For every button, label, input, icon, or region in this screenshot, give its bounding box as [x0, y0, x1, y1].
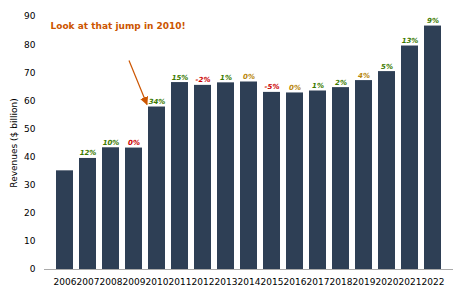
- svg-text:40: 40: [24, 152, 36, 162]
- svg-text:2021: 2021: [399, 277, 422, 287]
- svg-text:2011: 2011: [169, 277, 192, 287]
- svg-text:2008: 2008: [100, 277, 123, 287]
- svg-text:50: 50: [24, 124, 36, 134]
- svg-text:Revenues ($ billion): Revenues ($ billion): [9, 98, 19, 187]
- svg-text:0: 0: [30, 264, 36, 274]
- svg-text:2007: 2007: [77, 277, 100, 287]
- svg-text:2009: 2009: [123, 277, 146, 287]
- svg-text:2020: 2020: [376, 277, 399, 287]
- svg-text:70: 70: [24, 68, 36, 78]
- svg-text:2013: 2013: [215, 277, 238, 287]
- svg-text:34%: 34%: [149, 98, 166, 106]
- svg-text:20: 20: [24, 208, 36, 218]
- svg-text:4%: 4%: [358, 72, 370, 80]
- svg-text:9%: 9%: [427, 17, 439, 25]
- svg-text:2012: 2012: [192, 277, 215, 287]
- svg-text:13%: 13%: [402, 37, 419, 45]
- svg-text:15%: 15%: [172, 74, 189, 82]
- svg-text:0%: 0%: [128, 139, 140, 147]
- svg-text:1%: 1%: [220, 74, 232, 82]
- svg-text:2015: 2015: [261, 277, 284, 287]
- svg-text:12%: 12%: [80, 149, 97, 157]
- svg-text:2017: 2017: [307, 277, 330, 287]
- svg-text:2019: 2019: [353, 277, 376, 287]
- svg-text:Look at that jump in 2010!: Look at that jump in 2010!: [51, 21, 186, 31]
- svg-text:30: 30: [24, 180, 36, 190]
- svg-text:80: 80: [24, 39, 36, 49]
- svg-text:90: 90: [24, 11, 36, 21]
- svg-text:2022: 2022: [422, 277, 445, 287]
- svg-text:0%: 0%: [289, 84, 301, 92]
- svg-text:2010: 2010: [146, 277, 169, 287]
- svg-text:-5%: -5%: [265, 83, 280, 91]
- svg-text:10%: 10%: [103, 139, 120, 147]
- svg-text:-2%: -2%: [196, 76, 211, 84]
- svg-text:60: 60: [24, 96, 36, 106]
- svg-text:2006: 2006: [54, 277, 77, 287]
- svg-text:5%: 5%: [381, 63, 393, 71]
- svg-text:10: 10: [24, 236, 36, 246]
- svg-text:2014: 2014: [238, 277, 261, 287]
- svg-text:1%: 1%: [312, 82, 324, 90]
- svg-text:2018: 2018: [330, 277, 353, 287]
- svg-text:2016: 2016: [284, 277, 307, 287]
- svg-text:0%: 0%: [243, 73, 255, 81]
- svg-text:2%: 2%: [335, 79, 347, 87]
